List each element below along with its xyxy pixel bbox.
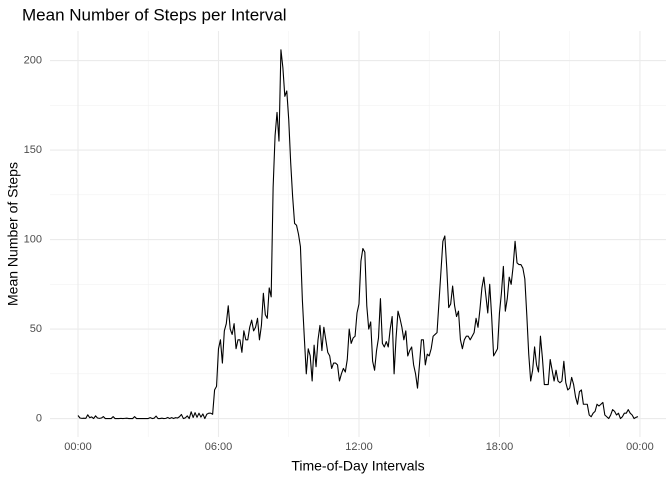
x-tick-label: 12:00 — [345, 441, 373, 453]
y-axis-label: Mean Number of Steps — [5, 162, 21, 306]
y-tick-label: 150 — [24, 144, 42, 156]
y-tick-label: 200 — [24, 54, 42, 66]
x-tick-label: 00:00 — [64, 441, 92, 453]
x-tick-label: 06:00 — [205, 441, 233, 453]
y-tick-label: 100 — [24, 233, 42, 245]
x-axis-label: Time-of-Day Intervals — [291, 458, 424, 474]
y-tick-label: 50 — [30, 323, 42, 335]
data-line — [77, 49, 639, 420]
chart-title: Mean Number of Steps per Interval — [22, 5, 287, 24]
y-tick-label: 0 — [36, 412, 42, 424]
x-tick-label: 00:00 — [626, 441, 654, 453]
x-tick-label: 18:00 — [486, 441, 514, 453]
